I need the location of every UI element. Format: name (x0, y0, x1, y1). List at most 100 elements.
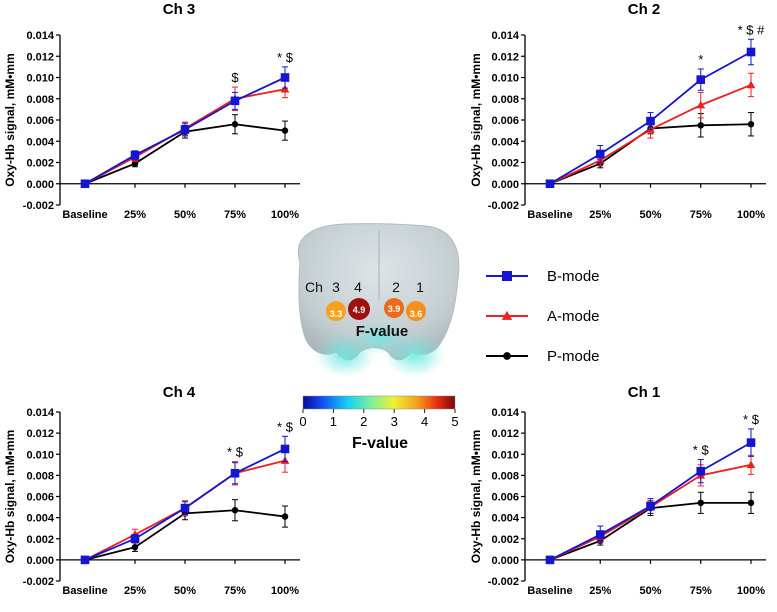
y-tick-label: 0.000 (26, 555, 54, 567)
legend-item-b-mode: B-mode (486, 268, 600, 285)
data-point (746, 438, 756, 447)
data-point (595, 530, 605, 539)
y-tick-label: 0.004 (26, 136, 54, 148)
data-point (130, 534, 140, 544)
significance-marker: * $ (277, 50, 294, 65)
y-tick-label: 0.008 (491, 94, 519, 106)
series-b-mode (80, 435, 290, 565)
data-point (131, 543, 139, 551)
channel-fvalue-4: 4.9 (353, 305, 366, 315)
x-tick-label: 100% (271, 209, 299, 221)
legend-label: P-mode (547, 348, 600, 365)
colorbar: 0 1 2 3 4 5 F-value (299, 395, 459, 452)
y-tick-label: 0.006 (491, 492, 519, 504)
data-point (646, 116, 655, 126)
y-tick-label: 0.000 (491, 179, 519, 191)
x-tick-label: 75% (690, 585, 712, 597)
data-point (696, 466, 706, 476)
data-point (130, 150, 140, 160)
x-tick-label: 50% (174, 585, 196, 597)
y-axis-label: Oxy-Hb signal, mM•mm (469, 53, 483, 187)
x-tick-label: 25% (589, 209, 611, 221)
significance-marker: * $ (693, 443, 710, 458)
legend-label: B-mode (547, 268, 600, 285)
data-point (280, 84, 290, 93)
y-tick-label: 0.004 (491, 513, 519, 525)
series-a-mode (545, 72, 756, 188)
colorbar-tick-label: 5 (451, 414, 458, 429)
x-tick-label: 50% (639, 585, 661, 597)
legend-item-a-mode: A-mode (486, 308, 600, 325)
channel-blob-2 (384, 298, 404, 318)
data-point (646, 501, 655, 511)
y-tick-label: -0.002 (23, 200, 54, 212)
colorbar-gradient (302, 395, 456, 410)
y-tick-label: 0.006 (491, 115, 519, 127)
chart-ch2: Ch 2 Oxy-Hb signal, mM•mm -0.002 0.000 0.002… (469, 1, 766, 221)
data-point (746, 460, 756, 469)
y-tick-label: 0.012 (26, 51, 54, 63)
y-tick-label: 0.000 (26, 179, 54, 191)
y-tick-label: 0.010 (491, 73, 519, 85)
y-tick-label: 0.006 (26, 492, 54, 504)
data-point (230, 468, 240, 478)
data-point (180, 125, 190, 134)
x-tick-label: Baseline (62, 585, 107, 597)
channel-number-2: 2 (392, 279, 400, 295)
brain-map: Ch 3 4 2 1 3.3 4.9 3.9 3.6 F-value (297, 223, 460, 377)
chart-title: Ch 2 (628, 1, 661, 18)
brain-glow-center (354, 322, 406, 354)
y-tick-label: 0.012 (491, 428, 519, 440)
legend-item-p-mode: P-mode (486, 348, 600, 365)
data-point (231, 121, 239, 128)
data-point (80, 555, 90, 565)
y-tick-label: 0.004 (491, 136, 519, 148)
y-tick-label: 0.012 (26, 428, 54, 440)
channel-blob-3 (326, 301, 346, 321)
colorbar-label: F-value (352, 435, 408, 452)
y-tick-label: 0.002 (26, 534, 54, 546)
data-point (746, 80, 756, 89)
y-tick-label: 0.014 (491, 30, 519, 42)
significance-marker: * $ (227, 445, 244, 460)
y-axis-label: Oxy-Hb signal, mM•mm (3, 430, 17, 564)
x-tick-label: 100% (737, 209, 765, 221)
x-tick-label: 100% (737, 585, 765, 597)
colorbar-tick-label: 1 (330, 414, 337, 429)
data-point (545, 179, 555, 189)
y-tick-label: 0.006 (26, 115, 54, 127)
series-b-mode (545, 428, 756, 565)
data-point (746, 47, 756, 57)
y-tick-label: 0.002 (26, 158, 54, 170)
y-tick-label: 0.010 (26, 73, 54, 85)
chart-ch1: Ch 1 Oxy-Hb signal, mM•mm -0.002 0.000 0.002… (469, 384, 766, 597)
y-tick-label: 0.010 (26, 449, 54, 461)
data-point (281, 513, 289, 520)
data-point (747, 499, 755, 507)
x-tick-label: 75% (224, 585, 246, 597)
x-tick-label: 25% (124, 585, 146, 597)
data-point (231, 507, 239, 514)
y-tick-label: 0.010 (491, 449, 519, 461)
x-tick-label: 25% (589, 585, 611, 597)
colorbar-tick-label: 3 (391, 414, 398, 429)
y-tick-label: 0.000 (491, 555, 519, 567)
data-point (281, 127, 289, 134)
y-tick-label: 0.008 (26, 470, 54, 482)
chart-title: Ch 4 (163, 384, 196, 401)
x-tick-label: Baseline (62, 209, 107, 221)
data-point (131, 160, 139, 167)
x-tick-label: 50% (174, 209, 196, 221)
colorbar-tick-label: 2 (360, 414, 367, 429)
y-tick-label: 0.002 (491, 534, 519, 546)
data-point (280, 73, 290, 82)
x-tick-label: 75% (690, 209, 712, 221)
ch-label: Ch (305, 279, 323, 295)
y-tick-label: 0.014 (26, 407, 54, 419)
legend-marker-icon (501, 310, 513, 320)
data-point (230, 96, 240, 106)
channel-number-3: 3 (332, 279, 340, 295)
x-tick-label: 50% (639, 209, 661, 221)
significance-marker: $ (231, 70, 239, 85)
y-tick-label: 0.002 (491, 158, 519, 170)
